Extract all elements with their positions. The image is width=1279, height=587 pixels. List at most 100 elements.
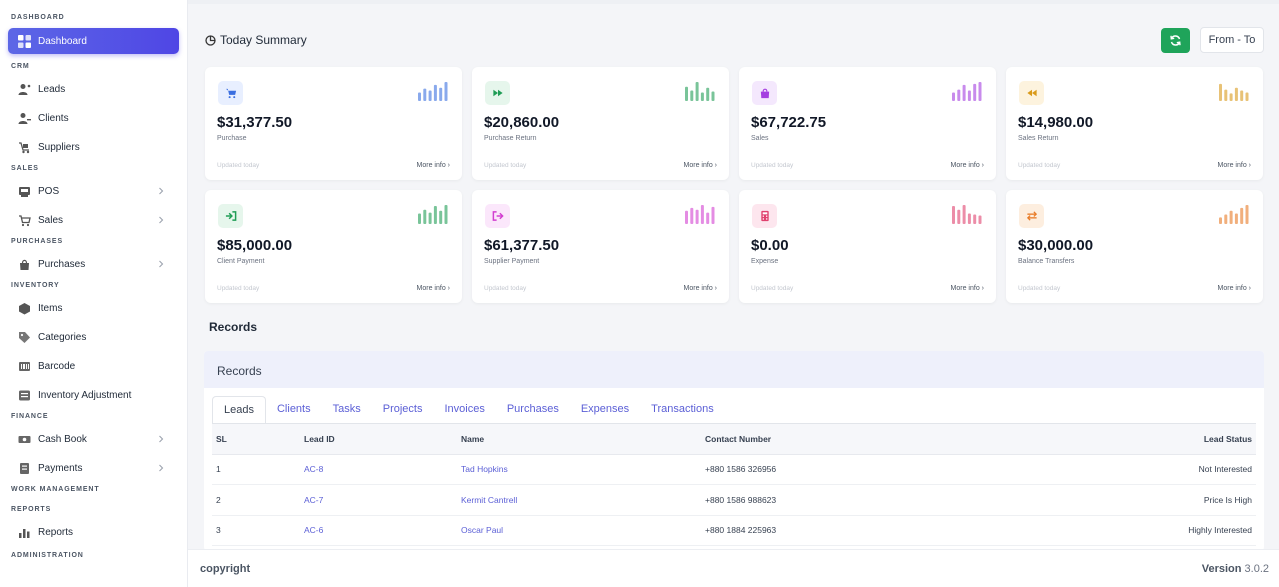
- mini-bar: [695, 209, 699, 224]
- sidebar-item-sales[interactable]: Sales: [8, 207, 179, 233]
- card-label: Client Payment: [217, 258, 265, 265]
- refresh-button[interactable]: [1161, 28, 1190, 53]
- summary-card: $30,000.00 Balance Transfers Updated today…: [1006, 190, 1263, 303]
- table-cell: Kermit Cantrell: [461, 484, 705, 516]
- mini-bar-chart-icon: [685, 82, 715, 101]
- sidebar-item-suppliers[interactable]: Suppliers: [8, 134, 179, 160]
- sidebar-item-inventory-adjustment[interactable]: Inventory Adjustment: [8, 382, 179, 408]
- col-contact: Contact Number: [705, 424, 1005, 455]
- lead-id-link[interactable]: AC-8: [304, 464, 324, 475]
- records-heading: Records: [209, 320, 258, 334]
- tab-clients[interactable]: Clients: [276, 403, 311, 415]
- sidebar-item-categories[interactable]: Categories: [8, 324, 179, 350]
- pie-chart-icon: [205, 34, 216, 46]
- sidebar-item-barcode[interactable]: Barcode: [8, 353, 179, 379]
- lead-id-link[interactable]: AC-6: [304, 525, 324, 536]
- mini-bar: [962, 205, 966, 224]
- mini-bar: [700, 92, 704, 101]
- adjust-icon: [18, 389, 31, 402]
- mini-bar: [978, 82, 982, 101]
- mini-bar: [1229, 210, 1233, 224]
- more-info-link[interactable]: More info ›: [950, 285, 984, 292]
- sidebar-item-cash-book[interactable]: Cash Book: [8, 426, 179, 452]
- cell-status: Not Interested: [1198, 464, 1252, 475]
- summary-card: $85,000.00 Client Payment Updated today Mor…: [205, 190, 462, 303]
- refresh-icon: [1170, 35, 1181, 46]
- cube-icon: [18, 302, 31, 315]
- sign-out-icon: [485, 204, 510, 228]
- cell-contact: +880 1884 225963: [705, 525, 777, 536]
- cell-contact: +880 1586 988623: [705, 494, 777, 505]
- tab-projects[interactable]: Projects: [382, 403, 423, 415]
- table-cell: Price Is High: [1005, 484, 1256, 516]
- sidebar-item-purchases[interactable]: Purchases: [8, 251, 179, 277]
- table-cell: +880 1586 988623: [705, 484, 1005, 516]
- cell-status: Price Is High: [1203, 494, 1252, 505]
- mini-bar: [695, 82, 699, 101]
- tab-tasks[interactable]: Tasks: [332, 403, 361, 415]
- sidebar-item-dashboard[interactable]: Dashboard: [8, 28, 179, 54]
- sidebar-item-label: Payments: [38, 462, 83, 474]
- more-info-link[interactable]: More info ›: [950, 162, 984, 169]
- lead-name-link[interactable]: Oscar Paul: [461, 525, 504, 536]
- lead-name-link[interactable]: Kermit Cantrell: [461, 494, 518, 505]
- tab-transactions[interactable]: Transactions: [651, 403, 714, 415]
- table-cell: 3: [212, 515, 304, 546]
- tab-leads[interactable]: Leads: [212, 396, 266, 424]
- table-cell: Highly Interested: [1005, 515, 1256, 546]
- shopping-bag-icon: [752, 81, 777, 105]
- cart-icon: [218, 81, 243, 105]
- table-row: 1 AC-8 Tad Hopkins +880 1586 326956 Not Inte…: [212, 454, 1256, 485]
- section-inventory: INVENTORY: [11, 282, 60, 289]
- more-info-link[interactable]: More info ›: [1217, 162, 1251, 169]
- version-number: 3.0.2: [1244, 563, 1269, 575]
- mini-bar: [967, 90, 971, 101]
- clients-icon: [18, 112, 31, 125]
- table-cell: Not Interested: [1005, 454, 1256, 485]
- card-updated: Updated today: [1018, 162, 1061, 169]
- records-tabs: Leads Clients Tasks Projects Invoices Purchas…: [212, 396, 725, 424]
- records-panel: Records Leads Clients Tasks Projects Invoice…: [204, 351, 1264, 551]
- section-dashboard: DASHBOARD: [11, 14, 65, 21]
- chevron-right-icon: [159, 216, 164, 224]
- barcode-icon: [18, 360, 31, 373]
- sidebar-item-label: Reports: [38, 526, 74, 538]
- cell-status: Highly Interested: [1188, 525, 1252, 536]
- mini-bar-chart-icon: [685, 205, 715, 224]
- card-label: Sales: [751, 135, 769, 142]
- more-info-link[interactable]: More info ›: [416, 162, 450, 169]
- sidebar-item-clients[interactable]: Clients: [8, 105, 179, 131]
- more-info-link[interactable]: More info ›: [683, 285, 717, 292]
- cell-sl: 1: [216, 464, 221, 475]
- tab-invoices[interactable]: Invoices: [444, 403, 485, 415]
- sidebar-item-leads[interactable]: Leads: [8, 76, 179, 102]
- mini-bar: [690, 207, 694, 224]
- sidebar-item-payments[interactable]: Payments: [8, 455, 179, 481]
- mini-bar: [1234, 87, 1238, 101]
- mini-bar-chart-icon: [952, 205, 982, 224]
- pos-icon: [18, 185, 31, 198]
- fast-forward-icon: [485, 81, 510, 105]
- more-info-link[interactable]: More info ›: [683, 162, 717, 169]
- table-cell: 1: [212, 454, 304, 485]
- lead-name-link[interactable]: Tad Hopkins: [461, 464, 508, 475]
- lead-id-link[interactable]: AC-7: [304, 494, 324, 505]
- table-cell: Oscar Paul: [461, 515, 705, 546]
- sidebar-item-pos[interactable]: POS: [8, 178, 179, 204]
- date-range-picker[interactable]: From - To: [1200, 27, 1264, 53]
- mini-bar: [423, 209, 427, 224]
- sidebar-item-label: Leads: [38, 83, 66, 95]
- sidebar-item-reports[interactable]: Reports: [8, 519, 179, 545]
- mini-bar-chart-icon: [418, 82, 448, 101]
- tab-purchases[interactable]: Purchases: [506, 403, 559, 415]
- tab-expenses[interactable]: Expenses: [580, 403, 630, 415]
- more-info-link[interactable]: More info ›: [1217, 285, 1251, 292]
- sign-in-icon: [218, 204, 243, 228]
- sidebar-item-items[interactable]: Items: [8, 295, 179, 321]
- more-info-link[interactable]: More info ›: [416, 285, 450, 292]
- col-sl: SL: [212, 424, 304, 455]
- mini-bar: [700, 205, 704, 224]
- bag-icon: [18, 258, 31, 271]
- col-lead-status: Lead Status: [1005, 424, 1256, 455]
- card-value: $31,377.50: [217, 114, 293, 131]
